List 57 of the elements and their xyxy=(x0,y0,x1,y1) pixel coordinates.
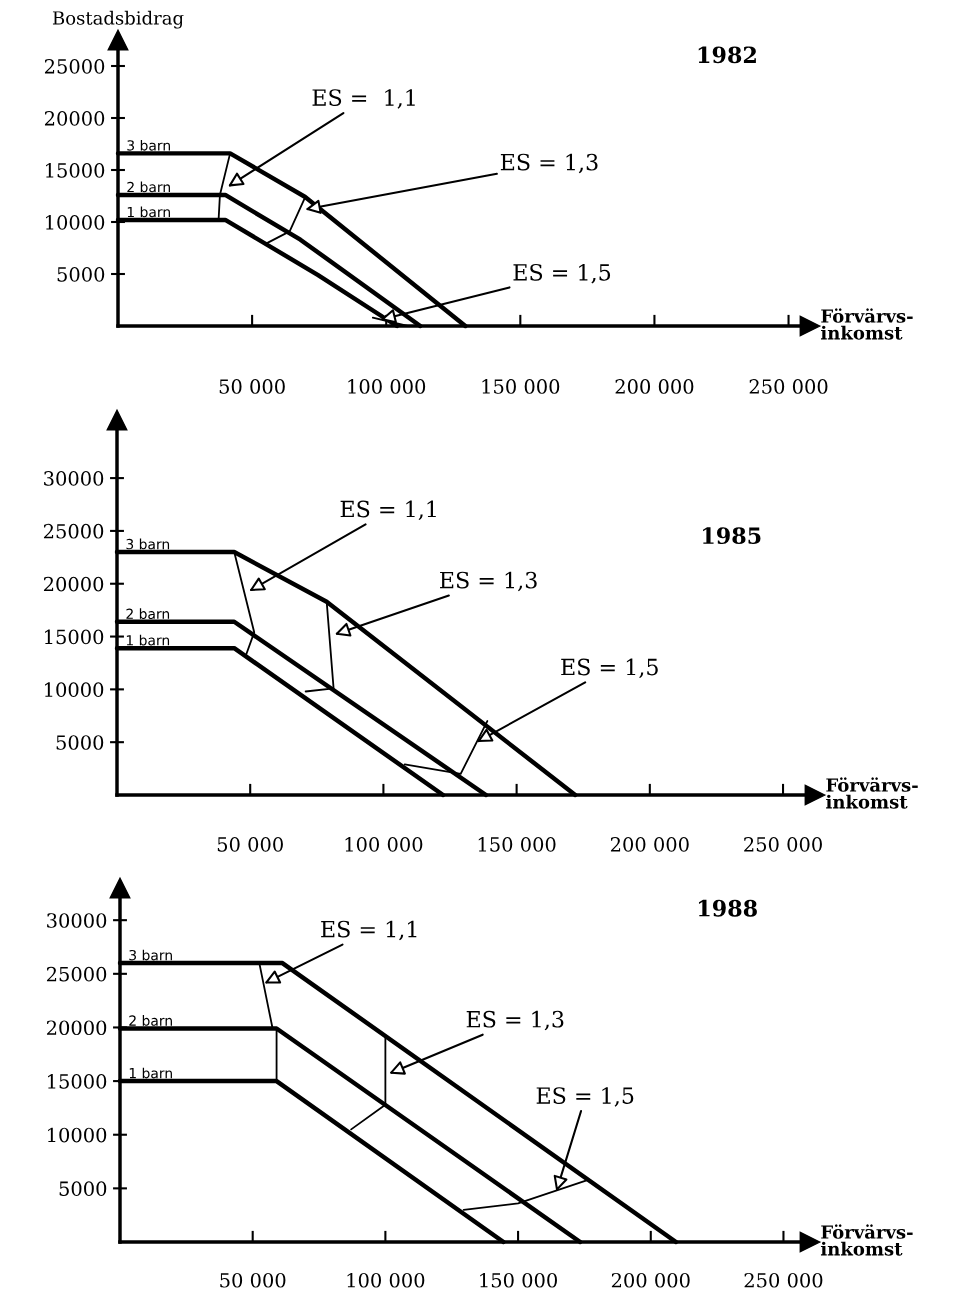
y-tick-label: 5000 xyxy=(57,266,105,282)
x-axis-title: Förvärvs- inkomst xyxy=(820,1224,913,1256)
x-tick-label: 250 000 xyxy=(744,1272,823,1288)
x-tick-label: 250 000 xyxy=(744,837,822,852)
x-tick-label: 100 000 xyxy=(345,837,423,852)
x-axis-title: Förvärvs- inkomst xyxy=(826,777,918,809)
annotation: ES = 1,3 xyxy=(466,1010,564,1031)
y-tick-label: 25000 xyxy=(43,523,104,539)
y-axis-title: Bostadsbidrag xyxy=(52,10,184,29)
x-tick-label: 250 000 xyxy=(749,379,828,394)
y-tick-label: 15000 xyxy=(45,629,104,645)
annotation: ES = 1,5 xyxy=(536,1087,634,1107)
annotation: ES = 1,5 xyxy=(513,263,611,284)
annotation: ES = 1,1 xyxy=(312,89,415,109)
x-tick-label: 200 000 xyxy=(611,1272,690,1288)
x-axis-title: Förvärvs- inkomst xyxy=(821,308,913,340)
y-tick-label: 20000 xyxy=(46,1020,107,1036)
x-tick-label: 150 000 xyxy=(480,1272,557,1288)
y-tick-label: 25000 xyxy=(46,966,107,982)
y-tick-label: 10000 xyxy=(46,214,105,230)
x-tick-label: 150 000 xyxy=(478,837,556,852)
series-label: 2 barn xyxy=(127,181,170,193)
x-tick-label: 200 000 xyxy=(610,837,689,852)
y-tick-label: 15000 xyxy=(46,162,105,178)
series-label: 3 barn xyxy=(129,949,172,961)
y-tick-label: 30000 xyxy=(47,913,107,928)
chart-title: 1988 xyxy=(698,899,757,917)
y-tick-label: 5000 xyxy=(56,735,104,750)
series-label: 1 barn xyxy=(127,206,170,218)
y-tick-label: 15000 xyxy=(48,1074,107,1089)
annotation: ES = 1,3 xyxy=(500,153,598,174)
annotation: ES = 1,1 xyxy=(321,920,417,941)
x-tick-label: 200 000 xyxy=(615,379,694,394)
y-tick-label: 25000 xyxy=(44,58,105,74)
annotation: ES = 1,5 xyxy=(561,658,658,679)
x-tick-label: 100 000 xyxy=(347,1272,425,1288)
x-tick-label: 150 000 xyxy=(482,379,560,394)
annotation: ES = 1,1 xyxy=(340,500,436,521)
x-tick-label: 50 000 xyxy=(220,1272,286,1288)
series-label: 2 barn xyxy=(129,1015,172,1026)
y-tick-label: 20000 xyxy=(43,576,104,592)
y-tick-label: 10000 xyxy=(45,682,104,698)
y-tick-label: 10000 xyxy=(48,1127,107,1143)
y-tick-label: 20000 xyxy=(44,110,105,126)
series-label: 3 barn xyxy=(126,538,170,550)
y-tick-label: 30000 xyxy=(44,471,104,486)
text: 1985 xyxy=(703,527,761,545)
x-tick-label: 50 000 xyxy=(219,379,285,394)
series-label: 1 barn xyxy=(129,1067,172,1079)
series-label: 1 barn xyxy=(126,634,170,646)
x-tick-label: 100 000 xyxy=(348,379,426,394)
chart-title: 1982 xyxy=(698,46,756,64)
series-label: 2 barn xyxy=(126,608,170,620)
annotation: ES = 1,3 xyxy=(440,571,537,592)
series-label: 3 barn xyxy=(127,139,170,151)
y-tick-label: 5000 xyxy=(59,1181,107,1197)
x-tick-label: 50 000 xyxy=(217,837,283,852)
